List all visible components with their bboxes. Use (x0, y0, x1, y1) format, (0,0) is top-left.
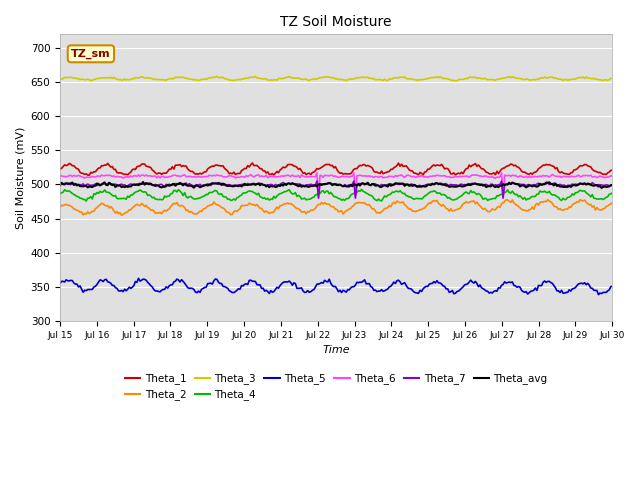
Theta_1 (301, 170, 308, 176)
Theta_4 (580, 188, 588, 194)
Theta_7 (248, 180, 256, 186)
Theta_5 (56, 280, 64, 286)
Theta_4 (358, 187, 365, 192)
Theta_5 (595, 292, 602, 298)
Theta_7 (298, 182, 305, 188)
Theta_6 (298, 172, 305, 178)
Theta_6 (315, 194, 323, 200)
Theta_7 (580, 180, 588, 186)
Theta_6 (124, 174, 132, 180)
Theta_avg (222, 183, 230, 189)
Line: Theta_3: Theta_3 (60, 76, 612, 81)
Line: Theta_4: Theta_4 (60, 190, 612, 201)
Theta_2 (609, 200, 616, 205)
Theta_3 (580, 76, 588, 82)
Theta_3 (452, 78, 460, 84)
Theta_2 (125, 207, 133, 213)
Theta_avg (300, 183, 307, 189)
Theta_7 (315, 195, 323, 201)
Theta_avg (250, 181, 258, 187)
Theta_avg (241, 181, 248, 187)
Theta_4 (222, 194, 230, 200)
Theta_5 (241, 281, 248, 287)
Text: TZ_sm: TZ_sm (71, 48, 111, 59)
Theta_1 (248, 160, 256, 166)
Theta_3 (213, 73, 221, 79)
Y-axis label: Soil Moisture (mV): Soil Moisture (mV) (15, 126, 25, 229)
Theta_6 (239, 174, 247, 180)
Theta_1 (252, 163, 259, 168)
Theta_5 (222, 285, 230, 290)
Theta_2 (241, 203, 248, 208)
Theta_6 (56, 172, 64, 178)
Theta_7 (124, 183, 132, 189)
Theta_avg (124, 184, 132, 190)
Theta_4 (241, 190, 248, 196)
Theta_1 (125, 170, 133, 176)
Theta_3 (56, 76, 64, 82)
Theta_avg (579, 181, 587, 187)
Theta_6 (580, 173, 588, 179)
Theta_3 (241, 76, 248, 82)
Theta_1 (56, 166, 64, 172)
Theta_avg (56, 182, 64, 188)
Theta_7 (56, 182, 64, 188)
Theta_3 (250, 74, 258, 80)
Theta_2 (222, 208, 230, 214)
Theta_4 (609, 190, 616, 196)
Theta_3 (124, 76, 132, 82)
Legend: Theta_1, Theta_2, Theta_3, Theta_4, Theta_5, Theta_6, Theta_7, Theta_avg: Theta_1, Theta_2, Theta_3, Theta_4, Thet… (121, 369, 552, 405)
Theta_4 (300, 196, 307, 202)
Theta_1 (222, 167, 230, 172)
Theta_5 (300, 288, 307, 294)
Theta_2 (580, 197, 588, 203)
Theta_1 (580, 162, 588, 168)
Line: Theta_7: Theta_7 (60, 181, 612, 198)
Theta_avg (598, 185, 605, 191)
Theta_5 (579, 281, 587, 287)
Theta_7 (221, 181, 228, 187)
Theta_4 (250, 190, 258, 195)
Theta_5 (124, 286, 132, 292)
Theta_5 (134, 276, 142, 281)
Theta_6 (221, 174, 228, 180)
Title: TZ Soil Moisture: TZ Soil Moisture (280, 15, 392, 29)
Theta_7 (609, 182, 616, 188)
Line: Theta_1: Theta_1 (60, 163, 612, 175)
Theta_3 (609, 75, 616, 81)
Theta_2 (300, 209, 307, 215)
Theta_avg (609, 182, 616, 188)
Theta_3 (222, 76, 230, 82)
Theta_4 (83, 198, 90, 204)
Theta_avg (140, 179, 147, 185)
Theta_7 (313, 178, 321, 184)
Theta_2 (250, 202, 258, 207)
Theta_7 (239, 181, 247, 187)
Line: Theta_avg: Theta_avg (60, 182, 612, 188)
Line: Theta_6: Theta_6 (60, 173, 612, 197)
Theta_3 (300, 77, 307, 83)
Theta_6 (313, 170, 321, 176)
Theta_2 (118, 213, 125, 218)
Theta_6 (609, 173, 616, 179)
Theta_1 (609, 167, 616, 173)
Theta_6 (248, 173, 256, 179)
X-axis label: Time: Time (323, 345, 350, 355)
Theta_2 (544, 197, 552, 203)
Line: Theta_5: Theta_5 (60, 278, 612, 295)
Theta_1 (85, 172, 93, 178)
Theta_4 (125, 194, 133, 200)
Theta_1 (241, 166, 248, 171)
Theta_2 (56, 204, 64, 210)
Line: Theta_2: Theta_2 (60, 200, 612, 216)
Theta_5 (609, 284, 616, 289)
Theta_5 (250, 278, 258, 284)
Theta_4 (56, 191, 64, 197)
